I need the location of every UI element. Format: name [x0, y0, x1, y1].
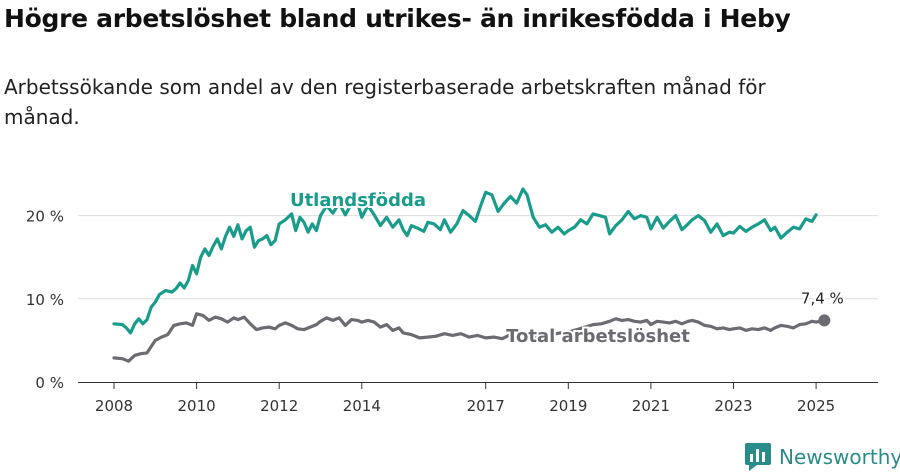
- x-tick-label: 2012: [260, 397, 298, 415]
- x-axis: 2008 2010 2012 2014 2017 2019 2021 2023 2025: [78, 382, 878, 415]
- x-tick-label: 2025: [797, 397, 835, 415]
- y-tick-label: 10 %: [26, 291, 64, 309]
- x-tick-label: 2010: [178, 397, 216, 415]
- utlandsfodda-line: [112, 187, 818, 335]
- utlandsfodda-label: Utlandsfödda: [290, 190, 426, 211]
- y-tick-label: 20 %: [26, 208, 64, 226]
- endpoint-marker: [818, 314, 831, 327]
- brand-name: Newsworthy: [779, 445, 900, 469]
- x-tick-label: 2021: [632, 397, 670, 415]
- total-arbetsloshet-line: [112, 312, 826, 363]
- newsworthy-brand: Newsworthy: [745, 442, 900, 472]
- series-lines: [112, 187, 831, 363]
- bar-chart-logo-icon: [745, 443, 771, 471]
- x-tick-label: 2017: [467, 397, 505, 415]
- series-labels: Utlandsfödda Total arbetslöshet 7,4 %: [288, 188, 845, 349]
- end-value-label: 7,4 %: [801, 289, 844, 307]
- x-tick-label: 2014: [343, 397, 381, 415]
- total-arbetsloshet-label: Total arbetslöshet: [506, 326, 690, 347]
- page-title: Högre arbetslöshet bland utrikes- än inr…: [4, 4, 791, 33]
- x-tick-label: 2008: [95, 397, 133, 415]
- y-axis-tick-labels: 0 % 10 % 20 %: [26, 208, 64, 392]
- x-tick-label: 2023: [714, 397, 752, 415]
- gridlines: [78, 215, 878, 300]
- y-tick-label: 0 %: [35, 374, 64, 392]
- x-tick-label: 2019: [549, 397, 587, 415]
- page-subtitle: Arbetssökande som andel av den registerb…: [4, 75, 766, 129]
